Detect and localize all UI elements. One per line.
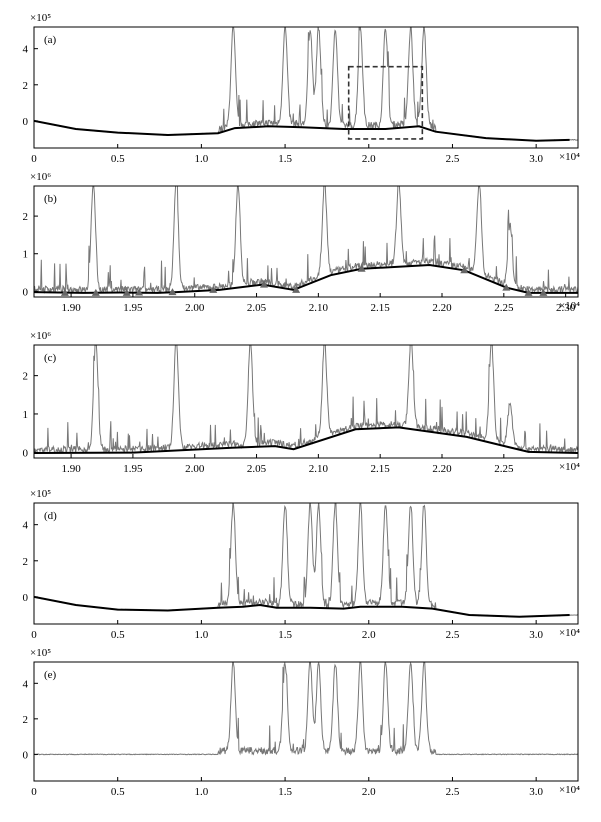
baseline-line [34,119,570,142]
x-tick-label: 1.5 [278,786,292,798]
baseline-marker [135,288,144,296]
x-tick-label: 2.0 [362,153,376,165]
x-tick-label: 2.0 [362,629,376,641]
x-tick-label: 2.05 [247,302,267,314]
y-tick-label: 2 [23,211,29,223]
x-tick-label: 0.5 [111,786,125,798]
y-tick-label: 2 [23,80,29,92]
x-tick-label: 2.25 [494,463,514,475]
panel-label: (c) [44,352,57,364]
y-tick-label: 4 [23,520,29,532]
x-axis-exponent: ×10⁴ [559,784,580,796]
baseline-marker [91,288,100,296]
x-tick-label: 2.0 [362,786,376,798]
x-tick-label: 0 [31,786,37,798]
baseline-marker [292,285,301,293]
baseline-marker [357,264,366,272]
baseline-line [34,595,570,618]
y-tick-label: 2 [23,371,29,383]
raw-signal-line [34,27,578,142]
y-tick-label: 4 [23,678,29,690]
x-tick-label: 2.00 [185,302,205,314]
baseline-marker [502,283,511,291]
x-tick-label: 3.0 [529,786,543,798]
x-tick-label: 2.20 [432,302,452,314]
y-axis-exponent: ×10⁶ [30,330,51,342]
x-tick-label: 1.0 [195,153,209,165]
plot-frame [33,185,579,298]
baseline-marker [460,266,469,274]
y-axis-exponent: ×10⁶ [30,171,51,183]
baseline-marker [524,288,533,296]
y-tick-label: 2 [23,714,29,726]
baseline-line [34,426,578,454]
x-tick-label: 0.5 [111,153,125,165]
x-axis-exponent: ×10⁴ [559,461,580,473]
x-tick-label: 2.10 [309,463,329,475]
raw-signal-line [34,186,578,295]
x-tick-label: 2.5 [446,786,460,798]
panel-label: (b) [44,193,57,205]
x-tick-label: 3.0 [529,629,543,641]
raw-signal-line [34,662,578,757]
y-axis-exponent: ×10⁵ [30,647,51,659]
x-tick-label: 1.5 [278,153,292,165]
panel-label: (a) [44,34,57,46]
baseline-marker [168,288,177,296]
y-tick-label: 0 [23,749,29,761]
plot-frame [33,26,579,149]
y-tick-label: 1 [23,409,29,421]
plot-frame [33,502,579,625]
raw-signal-line [34,345,578,455]
y-tick-label: 0 [23,447,29,459]
x-tick-label: 1.0 [195,629,209,641]
zoom-region-box [347,65,424,140]
x-tick-label: 2.5 [446,629,460,641]
x-tick-label: 2.05 [247,463,267,475]
x-tick-label: 0.5 [111,629,125,641]
baseline-marker [259,280,268,288]
x-tick-label: 0 [31,629,37,641]
x-tick-label: 1.5 [278,629,292,641]
x-tick-label: 2.00 [185,463,205,475]
y-axis-exponent: ×10⁵ [30,488,51,500]
x-tick-label: 2.30 [556,302,576,314]
panel-label: (d) [44,510,57,522]
x-tick-label: 2.25 [494,302,514,314]
baseline-marker [60,288,69,296]
x-tick-label: 1.0 [195,786,209,798]
x-tick-label: 1.95 [123,302,143,314]
x-tick-label: 2.5 [446,153,460,165]
x-tick-label: 3.0 [529,153,543,165]
x-tick-label: 2.15 [371,463,391,475]
x-tick-label: 1.90 [61,302,81,314]
x-axis-exponent: ×10⁴ [559,627,580,639]
y-tick-label: 0 [23,286,29,298]
x-tick-label: 1.90 [61,463,81,475]
x-tick-label: 2.15 [371,302,391,314]
y-tick-label: 0 [23,116,29,128]
y-tick-label: 1 [23,249,29,261]
raw-signal-line [34,503,578,618]
y-tick-label: 4 [23,44,29,56]
y-tick-label: 0 [23,592,29,604]
x-axis-exponent: ×10⁴ [559,300,580,312]
x-tick-label: 2.10 [309,302,329,314]
y-tick-label: 2 [23,556,29,568]
x-axis-exponent: ×10⁴ [559,151,580,163]
plot-frame [33,344,579,459]
x-tick-label: 0 [31,153,37,165]
y-axis-exponent: ×10⁵ [30,12,51,24]
x-tick-label: 1.95 [123,463,143,475]
plot-frame [33,661,579,782]
panel-label: (e) [44,669,57,681]
baseline-marker [209,285,218,293]
x-tick-label: 2.20 [432,463,452,475]
baseline-marker [122,288,131,296]
baseline-marker [539,288,548,296]
